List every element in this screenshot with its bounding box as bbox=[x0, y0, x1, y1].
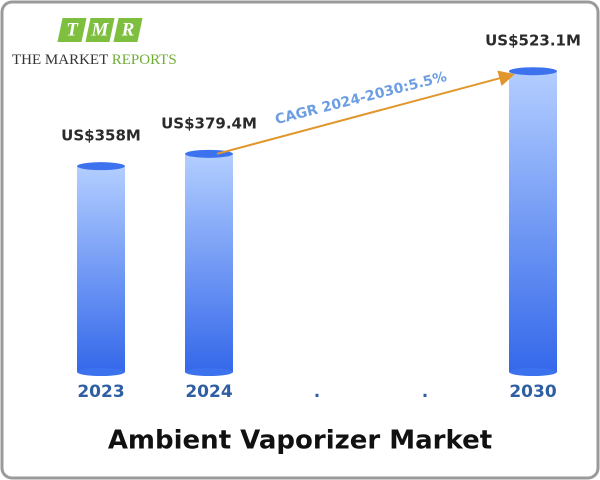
x-tick-label: 2030 bbox=[509, 382, 556, 402]
logo-letter: T bbox=[66, 19, 79, 40]
data-label: US$523.1M bbox=[485, 32, 581, 50]
x-tick-label: 2023 bbox=[77, 382, 124, 402]
logo: T M R THE MARKET REPORTS bbox=[12, 18, 177, 68]
logo-letter: M bbox=[91, 19, 110, 40]
logo-letter: R bbox=[121, 19, 135, 40]
cagr-arrow bbox=[216, 70, 515, 155]
x-tick-label: . bbox=[314, 382, 320, 402]
data-label: US$358M bbox=[61, 127, 141, 145]
logo-name: THE MARKET REPORTS bbox=[12, 52, 177, 68]
bar-cap bbox=[509, 67, 557, 76]
logo-name-accent: REPORTS bbox=[112, 52, 177, 68]
chart-title: Ambient Vaporizer Market bbox=[108, 426, 492, 456]
x-tick-label: . bbox=[422, 382, 428, 402]
x-tick-label: 2024 bbox=[185, 382, 232, 402]
bar-base bbox=[77, 368, 125, 376]
bar-cap bbox=[77, 162, 125, 171]
data-label: US$379.4M bbox=[161, 114, 257, 132]
logo-name-main: THE MARKET bbox=[12, 52, 108, 68]
bar bbox=[185, 153, 233, 372]
logo-box bbox=[57, 18, 87, 42]
bar bbox=[77, 166, 125, 372]
logo-box bbox=[113, 18, 143, 42]
bar-base bbox=[185, 368, 233, 376]
logo-box bbox=[85, 18, 115, 42]
bar-base bbox=[509, 368, 557, 376]
bar bbox=[509, 71, 557, 372]
